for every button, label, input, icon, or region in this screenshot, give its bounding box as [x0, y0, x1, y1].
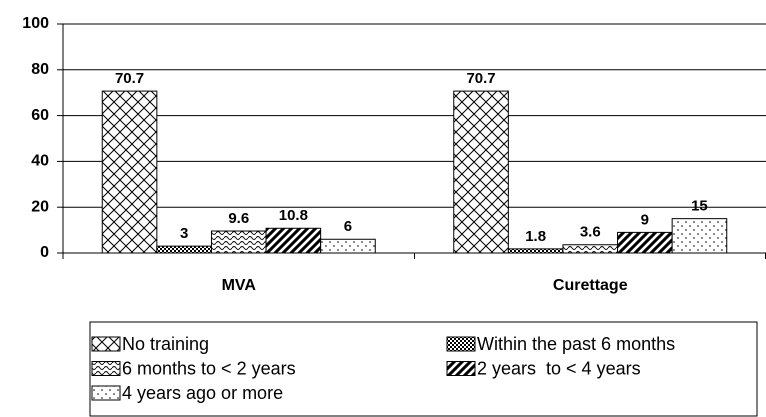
data-label: 70.7 [466, 70, 495, 87]
y-tick-label: 40 [31, 153, 49, 170]
legend-swatch [446, 336, 476, 352]
y-tick-label: 20 [31, 198, 49, 215]
y-tick-label: 100 [22, 15, 49, 32]
bar [156, 245, 212, 254]
bar [453, 90, 509, 254]
legend-label: 2 years to < 4 years [477, 358, 641, 378]
bar [101, 90, 158, 254]
bar [671, 218, 728, 254]
legend-swatch [91, 385, 121, 401]
bar [617, 231, 673, 254]
legend-label: No training [122, 334, 209, 354]
legend-swatch [91, 336, 121, 352]
data-label: 3 [180, 225, 188, 242]
legend-label: 6 months to < 2 years [122, 358, 296, 378]
bar [320, 238, 376, 254]
legend-box [89, 321, 758, 417]
data-label: 70.7 [115, 70, 144, 87]
y-tick-label: 0 [40, 244, 49, 261]
x-tick-label: MVA [222, 277, 257, 294]
bar [562, 244, 619, 254]
bar [265, 227, 322, 254]
data-label: 3.6 [580, 224, 601, 241]
data-label: 6 [344, 218, 352, 235]
data-label: 9 [641, 211, 649, 228]
data-label: 1.8 [525, 228, 546, 245]
x-tick-label: Curettage [553, 277, 628, 294]
y-tick-label: 80 [31, 61, 49, 78]
legend-label: Within the past 6 months [477, 334, 675, 354]
legend-swatch [91, 361, 121, 376]
legend-swatch [446, 361, 476, 376]
y-tick-label: 60 [31, 107, 49, 124]
data-label: 15 [691, 198, 708, 215]
legend-label: 4 years ago or more [122, 383, 283, 403]
bar [210, 230, 267, 254]
data-label: 9.6 [228, 210, 249, 227]
bar [507, 248, 564, 254]
data-label: 10.8 [279, 207, 308, 224]
